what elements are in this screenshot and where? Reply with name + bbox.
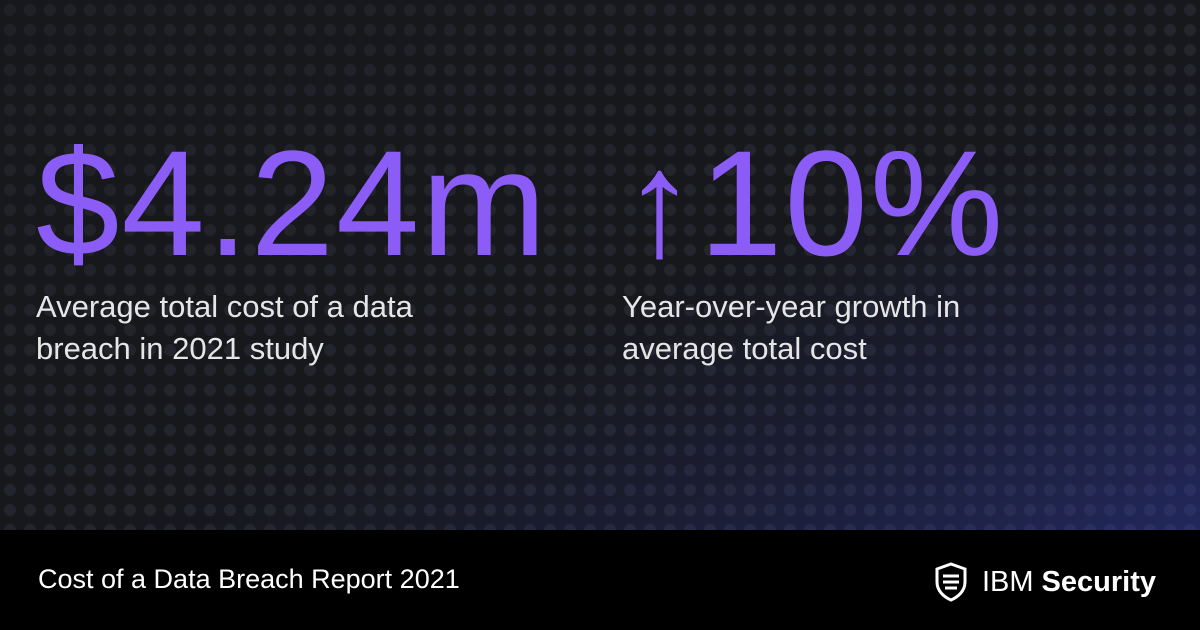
stat-label: Year-over-year growth in average total c…	[622, 286, 1005, 370]
label-line: Average total cost of a data	[36, 289, 413, 324]
label-line: breach in 2021 study	[36, 331, 324, 366]
footer-title: Cost of a Data Breach Report 2021	[38, 564, 460, 594]
stat-value: $4.24m	[36, 119, 549, 287]
brand-product: Security	[1041, 565, 1156, 598]
stat: ↑10% Year-over-year growth in average to…	[622, 128, 1005, 370]
footer: Cost of a Data Breach Report 2021 IBM Se…	[0, 530, 1200, 630]
dot-background	[0, 0, 1200, 530]
brand-name: IBM	[981, 565, 1034, 598]
stat-value: ↑10%	[622, 119, 1006, 287]
brand-logo: IBM Security	[934, 562, 1156, 602]
stat: $4.24m Average total cost of a data brea…	[36, 128, 548, 370]
label-line: Year-over-year growth in	[622, 289, 961, 324]
shield-icon	[935, 562, 967, 602]
stat-label: Average total cost of a data breach in 2…	[36, 286, 548, 370]
label-line: average total cost	[622, 331, 867, 366]
